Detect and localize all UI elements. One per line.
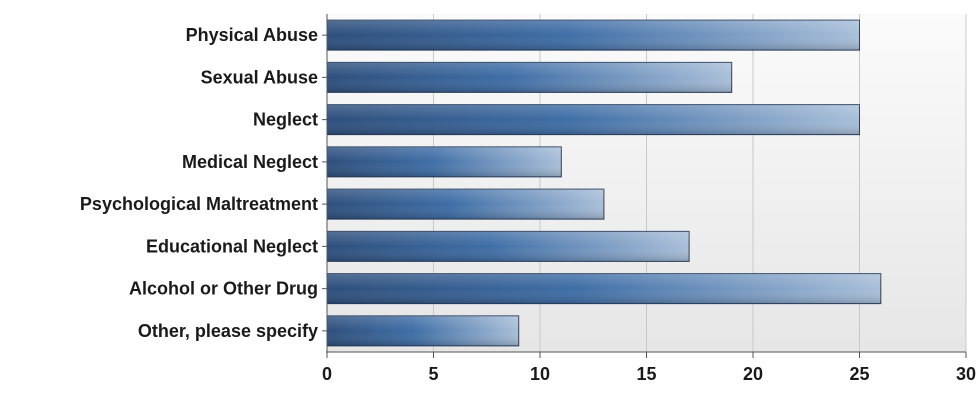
category-labels: Physical Abuse Sexual Abuse Neglect Medical… — [80, 25, 318, 341]
x-tick-label: 15 — [636, 364, 656, 384]
category-label: Alcohol or Other Drug — [129, 279, 318, 299]
x-tick-labels: 0 5 10 15 20 25 30 — [322, 364, 976, 384]
bar-8 — [326, 315, 520, 347]
bar-5 — [326, 188, 605, 220]
category-label: Other, please specify — [138, 321, 318, 341]
category-label: Psychological Maltreatment — [80, 194, 318, 214]
category-label: Neglect — [253, 110, 318, 130]
bar-6 — [326, 230, 690, 262]
bar-4 — [326, 146, 562, 178]
bar-1 — [326, 19, 860, 51]
category-label: Educational Neglect — [146, 236, 318, 256]
bars — [326, 19, 882, 347]
x-tick-label: 0 — [322, 364, 332, 384]
x-tick-label: 20 — [743, 364, 763, 384]
x-tick-label: 25 — [849, 364, 869, 384]
category-label: Sexual Abuse — [201, 67, 318, 87]
bar-2 — [326, 61, 733, 93]
category-label: Medical Neglect — [182, 152, 318, 172]
x-tick-label: 5 — [428, 364, 438, 384]
bar-7 — [326, 273, 882, 305]
bar-3 — [326, 104, 860, 136]
x-tick-label: 30 — [956, 364, 976, 384]
axes — [322, 14, 967, 358]
category-label: Physical Abuse — [186, 25, 318, 45]
x-tick-label: 10 — [530, 364, 550, 384]
